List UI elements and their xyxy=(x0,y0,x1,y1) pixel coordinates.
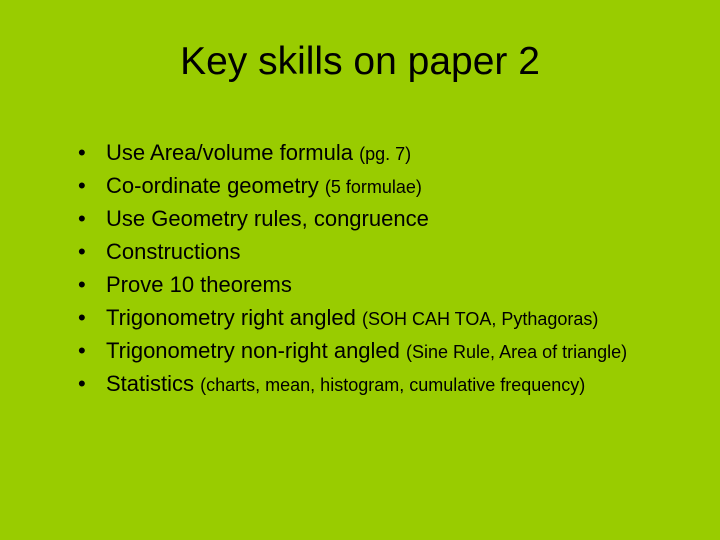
list-item: Trigonometry non-right angled (Sine Rule… xyxy=(78,334,680,367)
bullet-main: Trigonometry non-right angled xyxy=(106,338,406,363)
list-item: Prove 10 theorems xyxy=(78,268,680,301)
list-item: Use Area/volume formula (pg. 7) xyxy=(78,136,680,169)
bullet-main: Trigonometry right angled xyxy=(106,305,362,330)
bullet-list: Use Area/volume formula (pg. 7) Co-ordin… xyxy=(40,136,680,400)
list-item: Constructions xyxy=(78,235,680,268)
bullet-detail: (pg. 7) xyxy=(359,144,411,164)
list-item: Trigonometry right angled (SOH CAH TOA, … xyxy=(78,301,680,334)
bullet-main: Statistics xyxy=(106,371,200,396)
bullet-main: Constructions xyxy=(106,239,241,264)
bullet-detail: (SOH CAH TOA, Pythagoras) xyxy=(362,309,598,329)
bullet-main: Prove 10 theorems xyxy=(106,272,292,297)
bullet-main: Use Area/volume formula xyxy=(106,140,359,165)
slide-title: Key skills on paper 2 xyxy=(40,40,680,84)
bullet-main: Co-ordinate geometry xyxy=(106,173,325,198)
bullet-main: Use Geometry rules, congruence xyxy=(106,206,429,231)
bullet-detail: (charts, mean, histogram, cumulative fre… xyxy=(200,375,585,395)
list-item: Co-ordinate geometry (5 formulae) xyxy=(78,169,680,202)
bullet-detail: (Sine Rule, Area of triangle) xyxy=(406,342,627,362)
bullet-detail: (5 formulae) xyxy=(325,177,422,197)
list-item: Use Geometry rules, congruence xyxy=(78,202,680,235)
slide: Key skills on paper 2 Use Area/volume fo… xyxy=(0,0,720,540)
list-item: Statistics (charts, mean, histogram, cum… xyxy=(78,367,680,400)
